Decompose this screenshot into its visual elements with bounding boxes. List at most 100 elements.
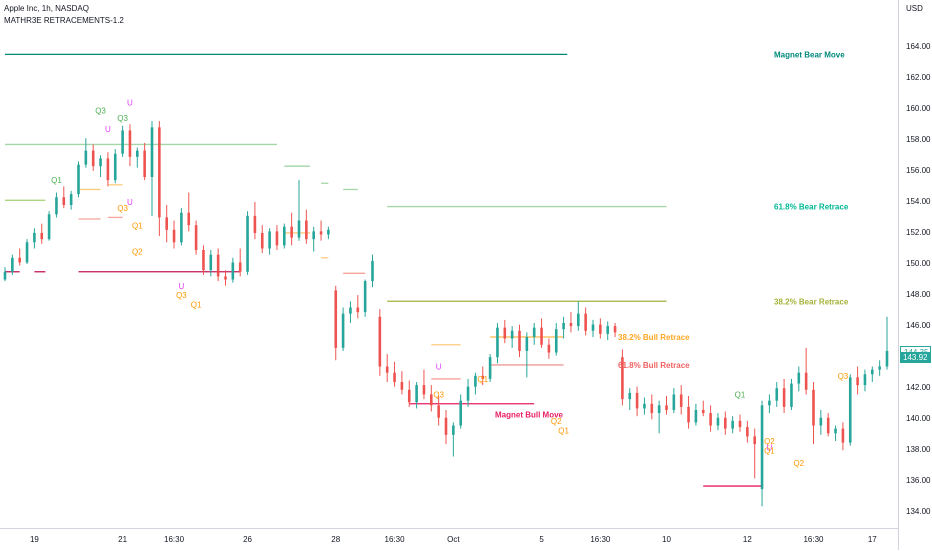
candle-body bbox=[518, 330, 521, 351]
candle-body bbox=[393, 372, 396, 383]
candle-body bbox=[437, 405, 440, 418]
candle-body bbox=[452, 425, 455, 435]
signal-marker: Q1 bbox=[558, 426, 569, 435]
candle-body bbox=[848, 377, 852, 443]
candle-body bbox=[283, 226, 286, 246]
candle-body bbox=[194, 225, 198, 251]
candle-body bbox=[672, 394, 676, 410]
candle-body bbox=[562, 323, 565, 330]
time-tick-label: 26 bbox=[243, 535, 252, 544]
price-tick-label: 146.00 bbox=[906, 321, 931, 331]
price-badge: 143.92 bbox=[900, 352, 931, 364]
chart-area[interactable]: Q1 Q3 U Q3 U U Q3 Q1 Q2 U Q3 Q1 U Q3 Q1 Q2 Q1 Q1 Q2 U Q1 Q2 Q3… bbox=[0, 0, 898, 528]
candle-body bbox=[584, 313, 587, 331]
candle-body bbox=[643, 403, 646, 409]
candle-body bbox=[268, 231, 271, 249]
candle-body bbox=[33, 232, 36, 243]
candle-body bbox=[334, 290, 338, 348]
time-axis[interactable]: 19 21 16:30 26 28 16:30 Oct 5 16:30 10 12 16:30 17 bbox=[0, 528, 898, 551]
candle-body bbox=[371, 260, 374, 282]
candle-body bbox=[407, 389, 411, 403]
signal-marker: U bbox=[105, 125, 111, 134]
signal-marker: Q1 bbox=[764, 446, 775, 455]
price-tick-label: 160.00 bbox=[906, 103, 931, 113]
chart-legend: Apple Inc, 1h, NASDAQ MATHR3E RETRACEMEN… bbox=[4, 3, 124, 27]
candle-body bbox=[657, 405, 661, 414]
symbol-title[interactable]: Apple Inc, 1h, NASDAQ bbox=[4, 4, 89, 13]
candle-body bbox=[782, 388, 786, 407]
time-tick-label: 12 bbox=[742, 535, 752, 544]
signal-marker: Q2 bbox=[132, 248, 143, 257]
candle-body bbox=[91, 150, 95, 167]
signal-marker: Q1 bbox=[477, 375, 488, 384]
candle-body bbox=[826, 417, 830, 434]
signal-marker: U bbox=[127, 198, 133, 207]
indicator-name[interactable]: MATHR3E RETRACEMENTS-1.2 bbox=[4, 16, 124, 25]
level-label: 38.2% Bear Retrace bbox=[774, 297, 849, 306]
candle-body bbox=[797, 372, 801, 384]
candle-body bbox=[841, 428, 845, 443]
signal-marker: Q3 bbox=[433, 391, 444, 400]
time-tick-label: 16:30 bbox=[164, 535, 185, 544]
candle-body bbox=[172, 229, 176, 243]
signal-marker: U bbox=[767, 443, 773, 452]
time-tick-label: 16:30 bbox=[803, 535, 824, 544]
candle-body bbox=[466, 386, 470, 401]
candle-body bbox=[187, 212, 191, 226]
price-tick-label: 162.00 bbox=[906, 72, 931, 82]
time-tick-label: Oct bbox=[447, 535, 460, 544]
candle-body bbox=[55, 197, 58, 215]
price-tick-label: 158.00 bbox=[906, 134, 931, 144]
time-tick-label: 10 bbox=[662, 535, 671, 544]
candle-body bbox=[136, 150, 139, 157]
candle-body bbox=[202, 250, 205, 271]
signal-marker: Q1 bbox=[735, 391, 746, 400]
candle-body bbox=[430, 394, 433, 406]
candle-body bbox=[701, 409, 705, 414]
time-tick-label: 17 bbox=[867, 535, 877, 544]
price-tick-label: 138.00 bbox=[906, 445, 931, 455]
candle-body bbox=[488, 357, 492, 379]
candle-body bbox=[113, 153, 117, 181]
candle-body bbox=[385, 366, 389, 373]
signal-marker: Q3 bbox=[117, 204, 128, 213]
candle-body bbox=[481, 375, 485, 379]
time-tick-label: 28 bbox=[331, 535, 341, 544]
candle-body bbox=[525, 336, 529, 351]
price-tick-label: 164.00 bbox=[906, 41, 931, 51]
candle-body bbox=[260, 232, 264, 249]
candle-body bbox=[231, 262, 235, 280]
candle-body bbox=[716, 417, 720, 426]
price-tick-label: 140.00 bbox=[906, 414, 931, 424]
candle-body bbox=[459, 400, 462, 426]
candle-body bbox=[121, 130, 124, 154]
candle-body bbox=[40, 232, 44, 240]
time-tick-label: 16:30 bbox=[590, 535, 611, 544]
candle-body bbox=[768, 400, 771, 406]
level-label: 38.2% Bull Retrace bbox=[618, 333, 690, 342]
candle-body bbox=[143, 150, 146, 178]
candle-body bbox=[687, 406, 690, 423]
candlestick-chart[interactable]: Q1Q3UQ3UUQ3Q1Q2UQ3Q1UQ3Q1Q2Q1Q1Q2UQ1Q2Q3… bbox=[0, 0, 898, 528]
level-label: Magnet Bear Move bbox=[774, 50, 845, 59]
price-axis[interactable]: USD 134.00136.00138.00140.00142.00144.00… bbox=[898, 0, 932, 550]
candle-body bbox=[158, 127, 161, 218]
candle-body bbox=[621, 357, 624, 400]
candle-body bbox=[11, 257, 14, 272]
candle-body bbox=[150, 127, 154, 178]
candle-body bbox=[312, 231, 315, 240]
candle-body bbox=[628, 392, 632, 400]
candle-body bbox=[474, 375, 477, 387]
candle-body bbox=[356, 307, 360, 313]
price-tick-label: 142.00 bbox=[906, 383, 931, 393]
candle-body bbox=[77, 164, 80, 195]
candle-body bbox=[47, 214, 51, 240]
signal-marker: Q2 bbox=[551, 417, 562, 426]
candle-body bbox=[444, 417, 448, 435]
signal-marker: Q2 bbox=[793, 459, 804, 468]
candle-body bbox=[753, 436, 756, 445]
candle-body bbox=[510, 330, 514, 339]
price-tick-label: 136.00 bbox=[906, 476, 931, 486]
candle-body bbox=[885, 350, 889, 367]
signal-marker: Q2 bbox=[764, 437, 775, 446]
